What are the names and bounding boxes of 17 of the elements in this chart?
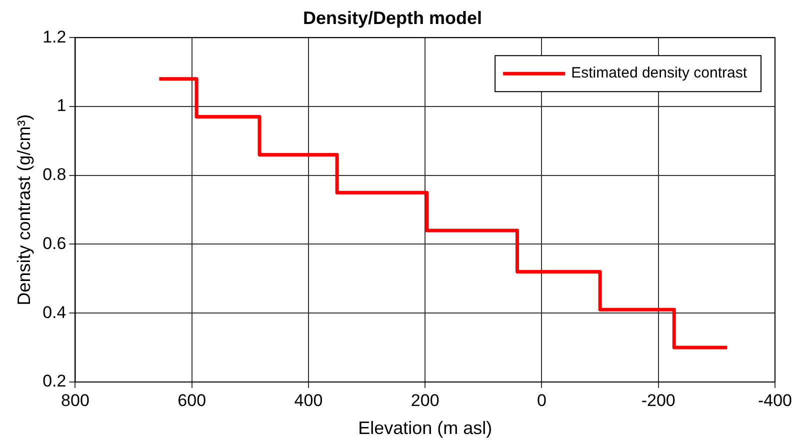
x-axis-title: Elevation (m asl): [358, 418, 492, 438]
x-tick-label: -400: [758, 390, 792, 410]
y-tick-label: 0.8: [42, 165, 66, 184]
y-tick-label: 0.2: [42, 372, 66, 391]
y-tick-label: 1.2: [42, 27, 66, 46]
legend-label: Estimated density contrast: [571, 64, 748, 82]
chart-title: Density/Depth model: [302, 8, 482, 28]
y-tick-label: 0.4: [42, 302, 66, 322]
x-tick-label: 600: [178, 390, 206, 410]
y-tick-label: 0.6: [42, 234, 66, 253]
x-tick-label: 200: [410, 390, 440, 410]
x-tick-label: 0: [537, 390, 546, 410]
x-tick-label: -200: [641, 390, 676, 410]
x-tick-label: 800: [61, 390, 90, 410]
y-tick-label: 1: [56, 96, 66, 116]
y-axis-title: Density contrast (g/cm³): [14, 114, 34, 306]
x-tick-label: 400: [294, 390, 323, 410]
